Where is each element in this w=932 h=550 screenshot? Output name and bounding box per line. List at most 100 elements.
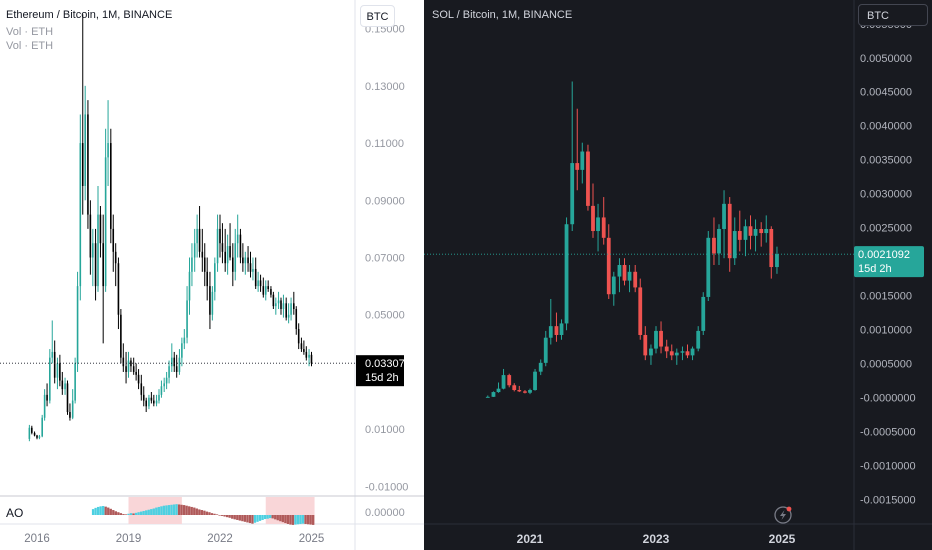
- right-candle: [591, 205, 595, 232]
- ao-bar: [251, 515, 254, 524]
- right-y-tick-label: 0.0050000: [860, 53, 912, 65]
- right-chart-panel[interactable]: 0.00550000.00500000.00450000.00400000.00…: [424, 0, 932, 550]
- ao-bar: [124, 514, 128, 515]
- left-candle: [259, 280, 262, 287]
- left-candle: [209, 286, 211, 315]
- ao-bar: [215, 514, 219, 515]
- right-price-tag-countdown: 15d 2h: [858, 263, 892, 275]
- left-chart-canvas[interactable]: 0.150000.130000.110000.090000.070000.050…: [0, 0, 424, 550]
- left-candle: [153, 400, 155, 404]
- right-candle: [611, 276, 616, 295]
- right-candle: [722, 203, 726, 229]
- left-x-tick-label: 2016: [24, 533, 50, 545]
- left-y-tick-label: 0.07000: [365, 253, 405, 265]
- ao-bar: [243, 515, 247, 522]
- left-candle: [28, 427, 31, 439]
- left-candle: [196, 228, 198, 244]
- left-candle: [181, 343, 183, 358]
- ao-bar: [294, 515, 297, 525]
- right-x-tick-label: 2021: [517, 532, 544, 546]
- left-candle: [142, 394, 145, 401]
- right-candle: [543, 337, 548, 363]
- ao-bar: [112, 510, 115, 515]
- right-chart-canvas[interactable]: 0.00550000.00500000.00450000.00400000.00…: [424, 0, 932, 550]
- ao-bar: [185, 505, 188, 515]
- ao-bar: [165, 505, 168, 515]
- ao-bar: [147, 509, 150, 515]
- ao-bar: [281, 515, 284, 523]
- right-candle: [596, 217, 600, 232]
- right-candle: [622, 265, 627, 281]
- left-currency-button[interactable]: BTC: [360, 5, 395, 27]
- left-candle: [206, 271, 208, 287]
- left-candle: [214, 263, 216, 292]
- ao-bar: [241, 515, 244, 522]
- left-candle: [244, 257, 247, 264]
- left-candle: [87, 114, 89, 215]
- ao-bar: [306, 515, 310, 525]
- left-candle: [112, 228, 115, 252]
- right-candle: [523, 391, 527, 393]
- left-volume-legend-2: Vol · ETH: [6, 40, 54, 52]
- right-candle: [743, 226, 748, 240]
- left-candle: [130, 360, 132, 367]
- right-candle: [633, 271, 638, 288]
- left-y-tick-label: 0.13000: [365, 81, 405, 93]
- ao-bar: [200, 510, 204, 515]
- left-chart-title: Ethereum / Bitcoin, 1M, BINANCE: [6, 9, 173, 21]
- left-candle: [59, 363, 61, 381]
- ao-bar: [304, 515, 307, 524]
- left-candle: [287, 314, 290, 318]
- left-candle: [150, 397, 153, 401]
- ao-bar: [127, 513, 130, 515]
- left-candle: [51, 351, 54, 358]
- ao-bar: [119, 513, 123, 515]
- ao-bar: [170, 504, 173, 515]
- right-currency-button[interactable]: BTC: [858, 4, 928, 26]
- ao-bar: [137, 512, 140, 515]
- left-candle: [229, 246, 231, 258]
- left-candle: [155, 400, 158, 404]
- left-candle: [81, 143, 84, 186]
- right-x-tick-label: 2023: [643, 532, 670, 546]
- right-y-tick-label: -0.0010000: [860, 460, 916, 472]
- ao-bar: [218, 515, 221, 516]
- right-candle: [674, 352, 679, 356]
- left-candle: [140, 383, 143, 395]
- left-candle: [158, 394, 160, 401]
- ao-bar: [175, 504, 178, 515]
- left-candle: [165, 377, 168, 384]
- left-candle: [303, 349, 305, 352]
- ao-bar: [180, 504, 183, 515]
- left-candle: [219, 228, 221, 244]
- right-price-tag: [854, 246, 924, 278]
- ao-bar: [223, 515, 226, 517]
- right-candle: [554, 326, 559, 335]
- left-candle: [270, 288, 272, 295]
- lightning-icon[interactable]: [774, 506, 792, 524]
- left-candle: [114, 251, 117, 264]
- left-candle: [198, 228, 201, 252]
- ao-bar: [129, 513, 133, 515]
- left-chart-panel[interactable]: 0.15000 0.13000 0.11000 0.09000 0.07000 0.050…: [0, 0, 424, 550]
- right-candle: [564, 224, 569, 324]
- left-candle: [290, 303, 292, 315]
- right-candle: [559, 323, 564, 335]
- left-candle: [120, 314, 122, 358]
- left-y-tick-label: 0.01000: [365, 424, 405, 436]
- right-x-tick-label: 2025: [769, 532, 796, 546]
- ao-bar: [109, 508, 112, 515]
- left-candle: [275, 303, 277, 307]
- right-candle: [533, 371, 537, 391]
- ao-bar: [94, 507, 97, 515]
- ao-bar: [238, 515, 241, 521]
- left-y-tick-label: 0.11000: [365, 138, 404, 150]
- right-candle: [680, 351, 685, 353]
- left-candle: [203, 257, 206, 272]
- left-candle: [137, 374, 140, 384]
- left-candle: [33, 432, 36, 436]
- ao-bar: [193, 507, 196, 515]
- ao-bar: [309, 515, 312, 525]
- left-candle: [102, 243, 104, 287]
- left-candle: [38, 436, 41, 438]
